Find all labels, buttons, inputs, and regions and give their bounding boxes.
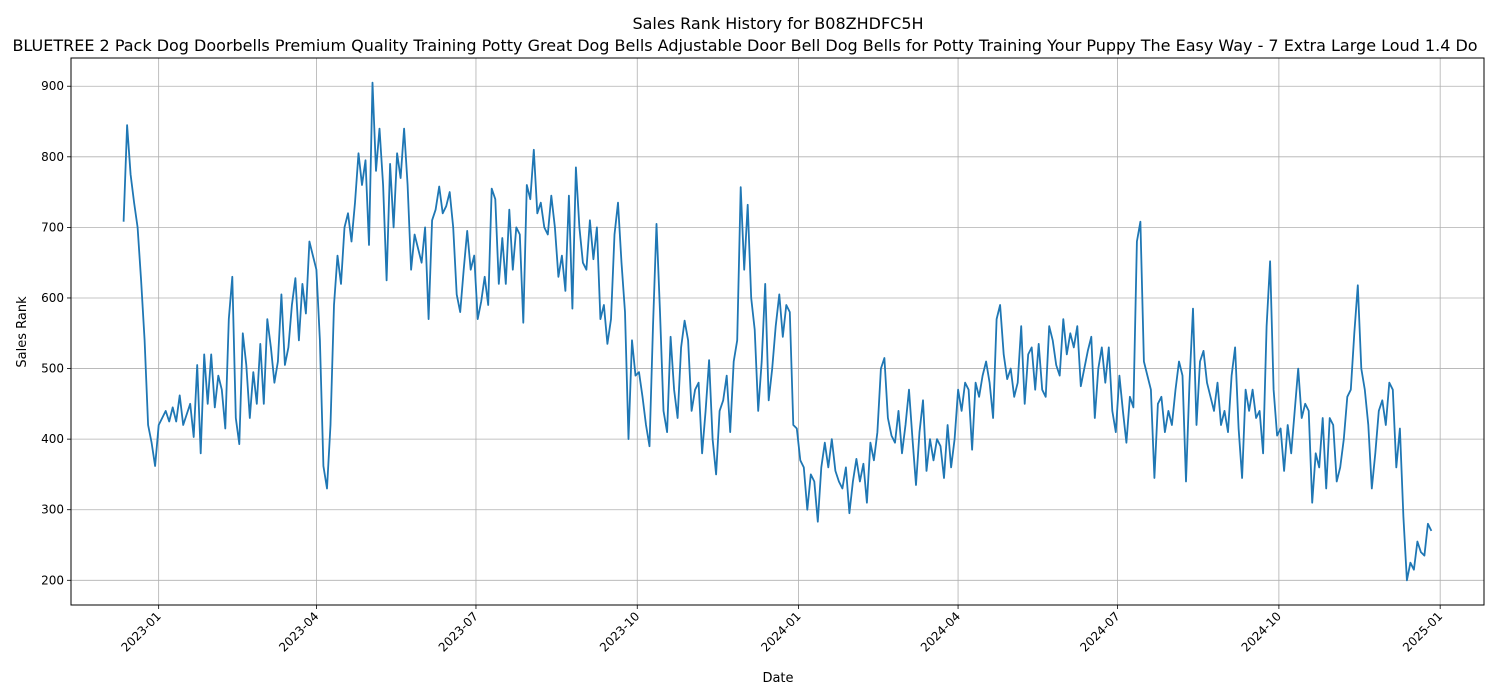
x-tick-label: 2023-07 [436, 609, 481, 654]
chart-subtitle: BLUETREE 2 Pack Dog Doorbells Premium Qu… [12, 36, 1477, 55]
plot-area-frame [70, 57, 1485, 606]
x-axis-label: Date [762, 671, 793, 686]
y-tick-label: 500 [41, 362, 64, 376]
x-tick-label: 2024-10 [1239, 609, 1284, 654]
y-tick-label: 900 [41, 79, 64, 93]
y-tick-label: 300 [41, 503, 64, 517]
axis-ticks: 200 300 400 500 600 700 800 900 2023-01 2023-04 20… [41, 79, 1445, 654]
x-tick-label: 2023-10 [597, 609, 642, 654]
y-tick-label: 600 [41, 291, 64, 305]
x-tick-label: 2025-01 [1400, 609, 1445, 654]
y-tick-label: 400 [41, 432, 64, 446]
grid-lines [71, 58, 1484, 605]
x-tick-label: 2024-04 [918, 609, 963, 654]
x-tick-label: 2024-01 [758, 609, 803, 654]
y-axis-label: Sales Rank [15, 296, 30, 368]
y-tick-label: 700 [41, 220, 64, 234]
y-tick-label: 200 [41, 573, 64, 587]
chart-title: Sales Rank History for B08ZHDFC5H [632, 14, 923, 33]
x-tick-label: 2024-07 [1077, 609, 1122, 654]
x-tick-label: 2023-04 [276, 609, 321, 654]
y-tick-label: 800 [41, 150, 64, 164]
x-tick-label: 2023-01 [118, 609, 163, 654]
sales-rank-series-line [122, 81, 1433, 582]
